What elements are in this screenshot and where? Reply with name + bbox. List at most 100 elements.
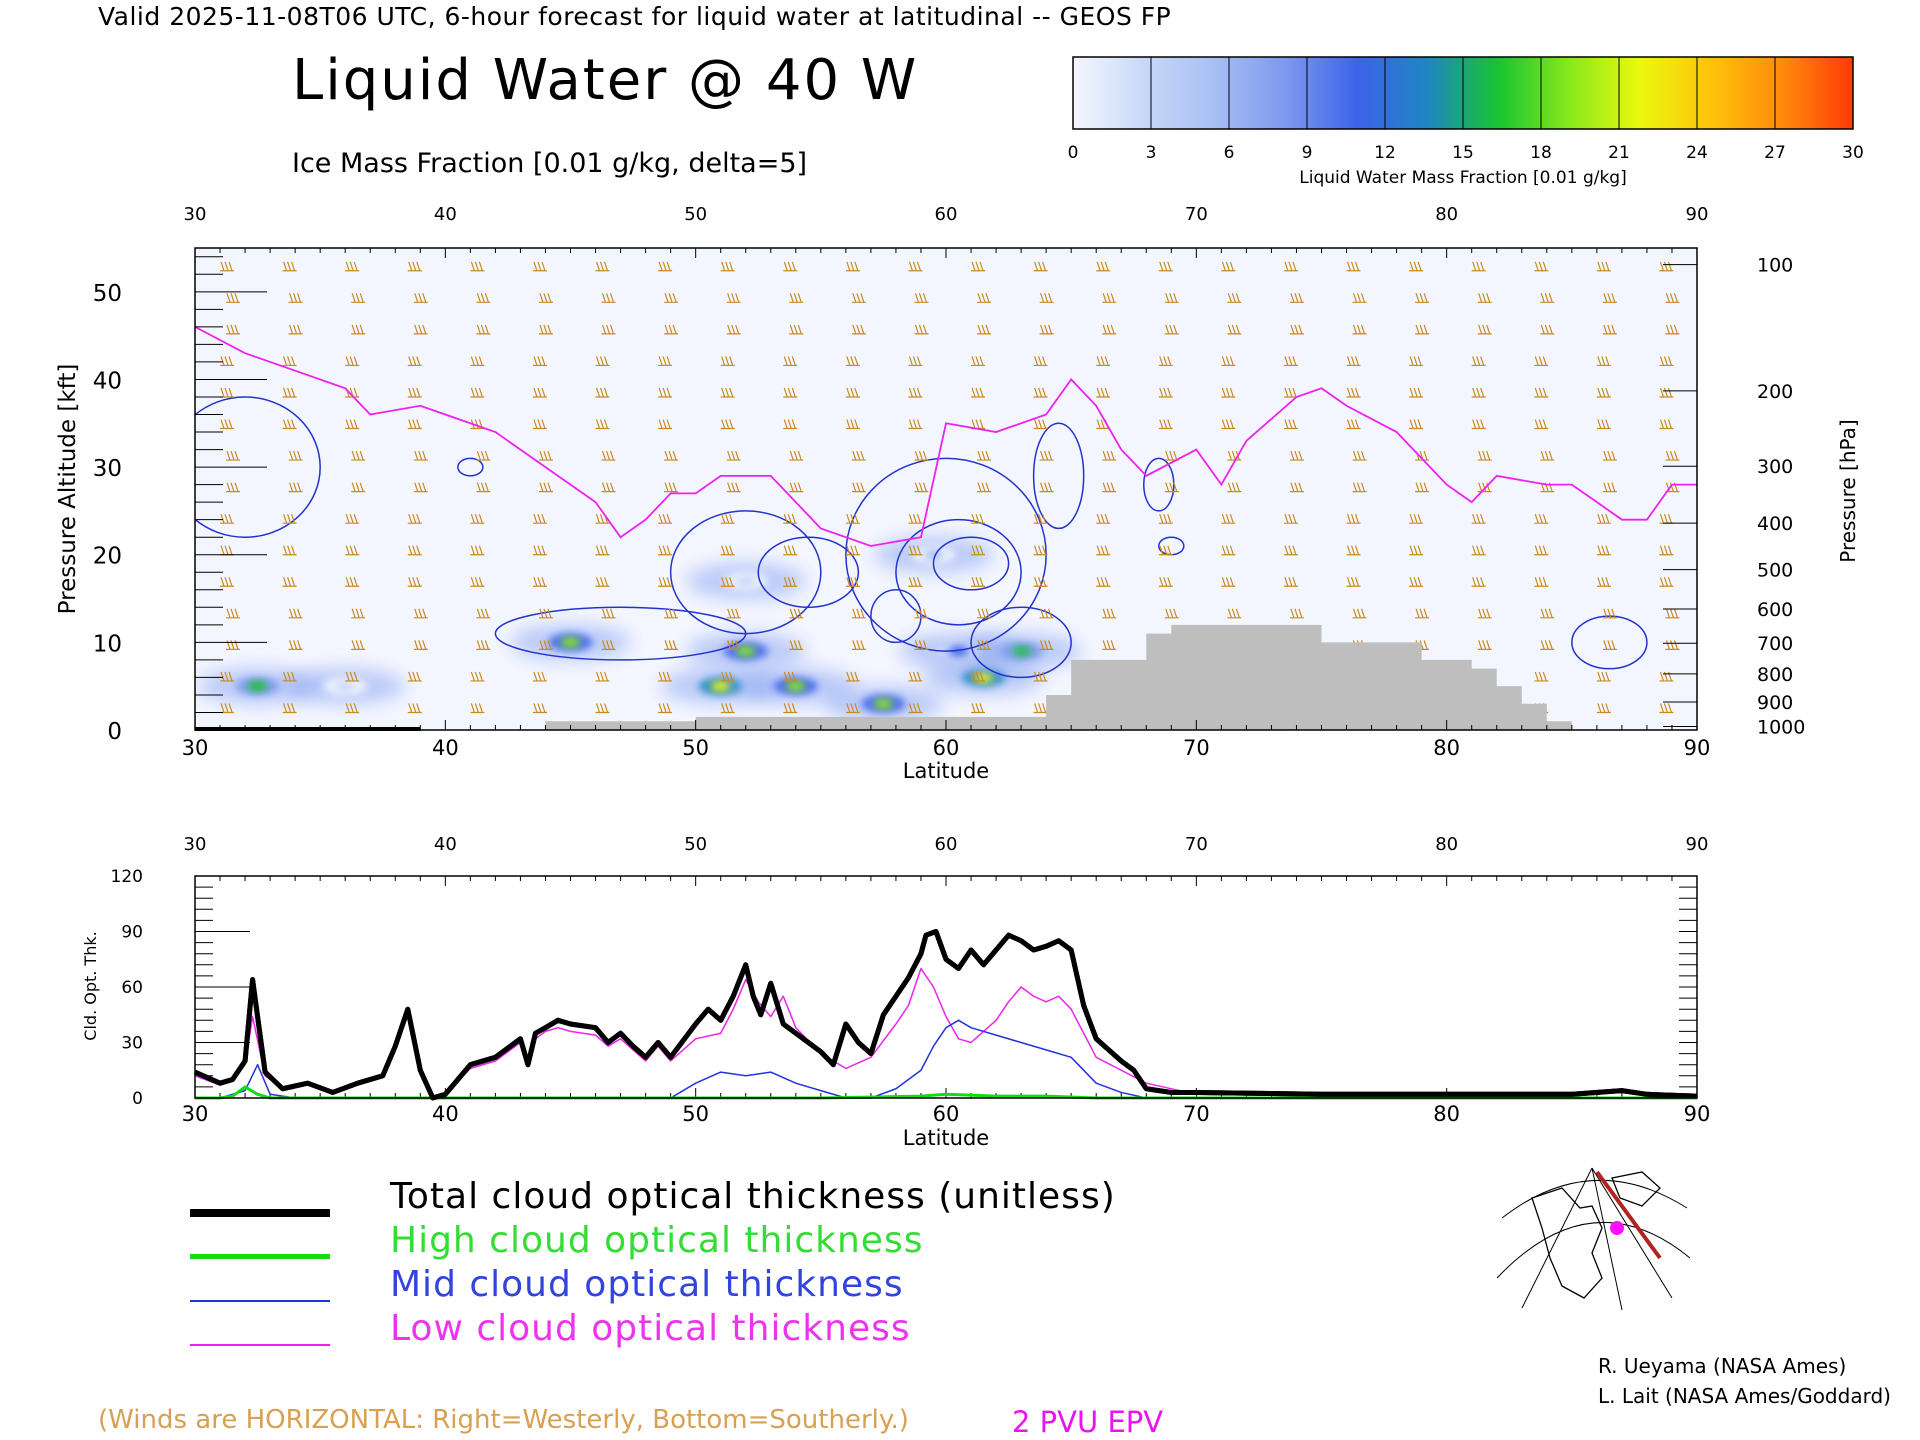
wind-barb: [226, 608, 241, 619]
lower-x-tick-label: 50: [682, 1102, 709, 1126]
colorbar: 0 3 6 9 12 15 18 21 24 27 30 Liquid Water Mass Fra…: [1068, 56, 1864, 188]
legend-low-text: Low cloud optical thickness: [390, 1308, 911, 1349]
colorbar-tick-label: 9: [1302, 143, 1313, 163]
continent-outline: [1531, 1187, 1603, 1299]
wind-barb: [345, 387, 360, 398]
wind-barb: [1665, 608, 1680, 619]
wind-barb: [1477, 450, 1492, 461]
wind-barb: [1283, 356, 1298, 367]
liquid-water-blob: [197, 668, 318, 705]
lower-plot-background: [195, 876, 1697, 1098]
colorbar-tick-label: 30: [1842, 143, 1864, 163]
wind-barb: [971, 703, 986, 714]
ice-contour: [1143, 457, 1175, 512]
wind-barb: [1352, 324, 1367, 335]
location-marker: [1610, 1221, 1624, 1235]
wind-barb: [789, 482, 804, 493]
liquid-water-blob: [510, 624, 631, 661]
wind-barb: [664, 450, 679, 461]
wind-barb: [908, 703, 923, 714]
wind-barb: [1602, 640, 1617, 650]
wind-barb: [1227, 293, 1242, 303]
wind-barb: [288, 608, 303, 619]
wind-barb: [664, 640, 679, 650]
legend-high-swatch: [190, 1254, 330, 1259]
wind-barb: [1534, 387, 1549, 398]
blob-core: [735, 646, 756, 657]
wind-barb: [1659, 356, 1674, 367]
wind-barb: [789, 293, 804, 303]
wind-barb: [601, 324, 616, 335]
wind-barb: [532, 419, 547, 430]
wind-barb: [1221, 261, 1236, 272]
wind-barb: [1409, 261, 1424, 272]
wind-barb: [658, 419, 673, 430]
wind-barb: [470, 356, 485, 367]
wind-barb: [282, 356, 297, 367]
wind-barb: [971, 261, 986, 272]
wind-barb: [1415, 482, 1430, 493]
ice-contour-label: Ice Mass Fraction [0.01 g/kg, delta=5]: [292, 148, 808, 179]
wind-barb: [851, 293, 866, 303]
wind-barb: [1665, 482, 1680, 493]
wind-barb: [726, 608, 741, 619]
wind-barb: [845, 356, 860, 367]
wind-barb: [1346, 419, 1361, 430]
wind-barb: [908, 419, 923, 430]
ice-contour: [757, 536, 860, 609]
wind-barb: [538, 640, 553, 650]
lower-x-tick-label-top: 30: [184, 834, 207, 855]
legend-mid-swatch: [190, 1300, 330, 1302]
wind-barb: [783, 703, 798, 714]
wind-barb: [538, 324, 553, 335]
pressure-tick-label: 500: [1757, 560, 1793, 582]
wind-barb: [1102, 482, 1117, 493]
wind-barb: [413, 482, 428, 493]
lower-x-tick-label: 60: [933, 1102, 960, 1126]
wind-barb: [720, 671, 735, 682]
ice-contour: [895, 518, 1022, 626]
lower-x-tick-label-top: 40: [434, 834, 457, 855]
wind-barb: [720, 356, 735, 367]
wind-barb: [845, 513, 860, 524]
lower-x-tick-label-top: 60: [935, 834, 958, 855]
wind-barb: [288, 482, 303, 493]
wind-barb: [1346, 387, 1361, 398]
wind-barb: [538, 482, 553, 493]
wind-barb: [1289, 293, 1304, 303]
wind-barb: [1596, 671, 1611, 682]
wind-barb: [1596, 387, 1611, 398]
wind-barb: [914, 293, 929, 303]
wind-barb: [1039, 640, 1054, 650]
legend-total: Total cloud optical thickness (unitless): [190, 1176, 1115, 1224]
lower-x-tick-label: 70: [1183, 1102, 1210, 1126]
wind-barb: [783, 387, 798, 398]
wind-barb: [1227, 324, 1242, 335]
pressure-tick-label: 400: [1757, 513, 1793, 535]
wind-barb: [407, 419, 422, 430]
wind-barb: [595, 703, 610, 714]
wind-barb: [1227, 608, 1242, 619]
wind-barb: [345, 419, 360, 430]
lower-y-tick-label: 120: [111, 867, 143, 887]
wind-barb: [1659, 387, 1674, 398]
wind-barb: [282, 703, 297, 714]
pressure-tick-label: 600: [1757, 599, 1793, 621]
y-tick-label: 20: [93, 544, 122, 570]
wind-barb: [658, 261, 673, 272]
wind-barb: [977, 293, 992, 303]
latitude-circle: [1496, 1221, 1691, 1279]
wind-barb: [1289, 450, 1304, 461]
wind-barb: [658, 513, 673, 524]
wind-barb: [1596, 545, 1611, 556]
wind-barb: [845, 703, 860, 714]
legend-total-swatch: [190, 1209, 330, 1217]
wind-barb: [407, 356, 422, 367]
wind-barb: [789, 450, 804, 461]
wind-barb: [1534, 419, 1549, 430]
wind-barb: [220, 671, 235, 682]
wind-barb: [726, 293, 741, 303]
blob-core: [335, 681, 356, 692]
wind-barb: [1033, 671, 1048, 682]
wind-barb: [595, 419, 610, 430]
